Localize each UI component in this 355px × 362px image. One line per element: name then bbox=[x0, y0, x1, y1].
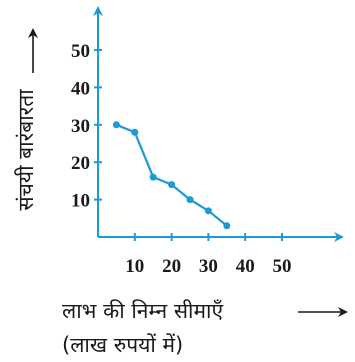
y-tick-label: 10 bbox=[71, 191, 90, 212]
x-axis-sublabel: (लाख रुपयों में) bbox=[62, 333, 183, 357]
x-tick-label: 30 bbox=[199, 256, 218, 277]
x-tick-label: 10 bbox=[125, 256, 144, 277]
data-point bbox=[204, 207, 212, 215]
y-tick-label: 20 bbox=[71, 153, 90, 174]
y-ticks: 10 20 30 40 50 bbox=[71, 41, 102, 212]
data-point bbox=[112, 121, 120, 129]
data-point bbox=[149, 173, 157, 181]
axes bbox=[93, 6, 344, 242]
data-point bbox=[131, 128, 139, 136]
y-tick-label: 30 bbox=[71, 116, 90, 137]
y-tick-label: 50 bbox=[71, 41, 90, 62]
y-tick-label: 40 bbox=[71, 78, 90, 99]
data-point bbox=[168, 181, 176, 189]
data-point bbox=[186, 196, 194, 204]
x-tick-label: 20 bbox=[162, 256, 181, 277]
data-point bbox=[223, 222, 231, 230]
y-axis-label: संचयी बारंबारता bbox=[14, 89, 38, 211]
series-group bbox=[112, 121, 231, 230]
x-tick-label: 50 bbox=[273, 256, 292, 277]
x-tick-label: 40 bbox=[236, 256, 255, 277]
x-ticks: 10 20 30 40 50 bbox=[125, 233, 292, 277]
x-axis-label: लाभ की निम्न सीमाएँ bbox=[62, 299, 223, 323]
